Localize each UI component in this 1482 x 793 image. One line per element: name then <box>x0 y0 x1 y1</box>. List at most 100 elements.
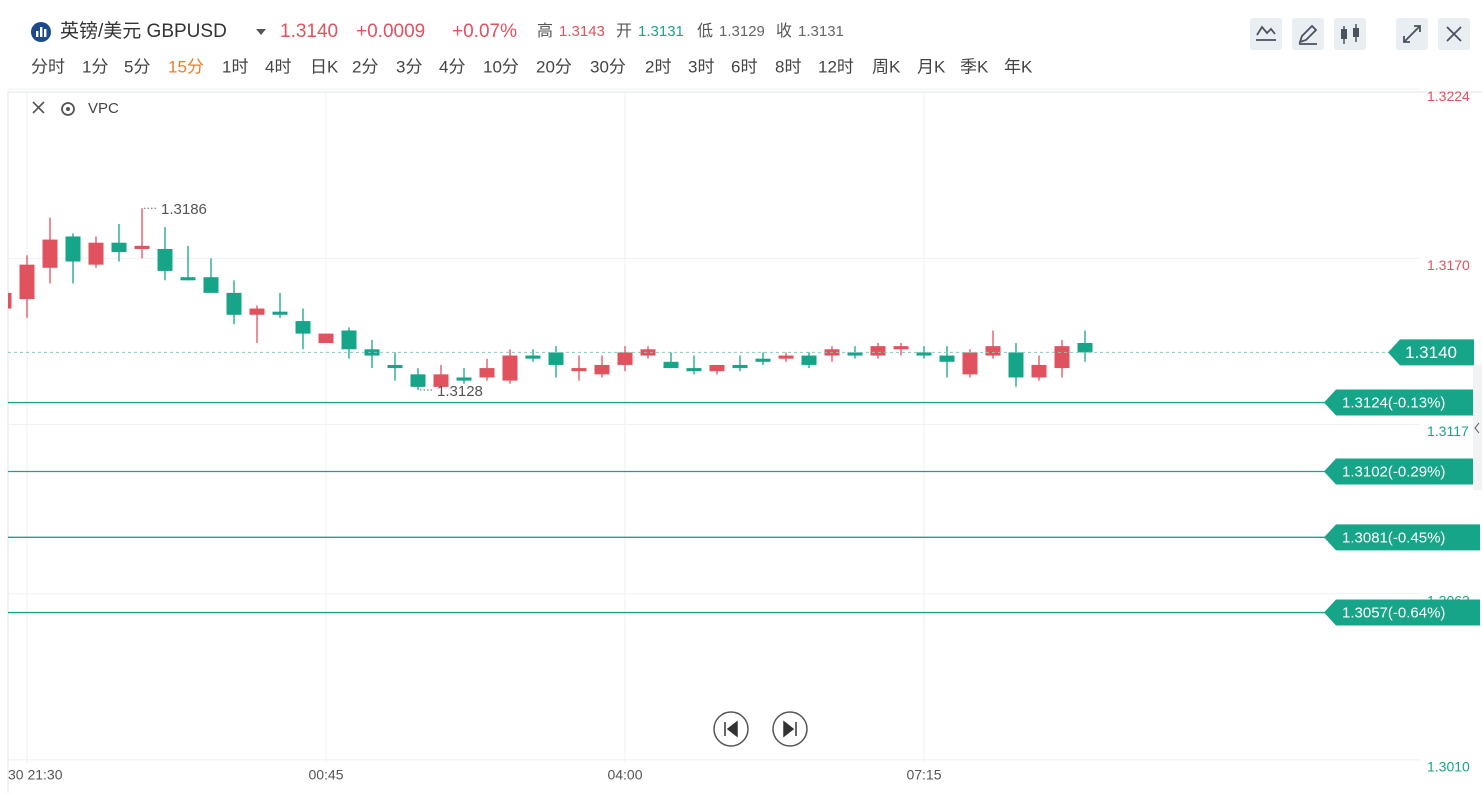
candle-body <box>19 264 35 300</box>
x-tick-label: 30 21:30 <box>8 767 63 783</box>
extreme-label: 1.3128 <box>437 383 483 400</box>
plot-area <box>8 208 1093 391</box>
interval-option[interactable]: 分时 <box>31 57 65 76</box>
candle-body <box>387 364 403 369</box>
candle-body <box>111 242 127 253</box>
candle-body <box>1077 343 1093 353</box>
draw-button[interactable] <box>1292 18 1324 50</box>
fullscreen-button[interactable] <box>1396 18 1428 50</box>
interval-option[interactable]: 周K <box>872 57 901 76</box>
axis-collapse[interactable] <box>1474 422 1480 434</box>
candle-body <box>893 346 909 350</box>
candle-body <box>985 346 1001 356</box>
candle-body <box>962 352 978 375</box>
stat-label: 低 <box>697 22 713 40</box>
candle-body <box>916 352 932 356</box>
interval-option[interactable]: 3时 <box>688 57 714 76</box>
symbol-dropdown[interactable] <box>256 29 266 35</box>
candle-body <box>203 277 219 293</box>
interval-option[interactable]: 季K <box>960 57 989 76</box>
stat-value: 1.3131 <box>798 23 844 40</box>
level-label: 1.3081(-0.45%) <box>1342 529 1445 546</box>
candle-body <box>1008 352 1024 378</box>
candle-body <box>640 349 656 356</box>
stat-value: 1.3131 <box>638 23 684 40</box>
indicator-settings[interactable] <box>61 102 75 116</box>
y-tick-label: 1.3224 <box>1427 88 1470 104</box>
candle-body <box>571 368 587 372</box>
interval-option[interactable]: 日K <box>310 57 339 76</box>
stat-label: 高 <box>537 22 553 40</box>
interval-option[interactable]: 4时 <box>265 57 291 76</box>
indicator-remove[interactable] <box>32 101 45 114</box>
candle-body <box>157 248 173 271</box>
indicator-name: VPC <box>88 100 119 117</box>
interval-option[interactable]: 1分 <box>82 57 108 76</box>
interval-option[interactable]: 年K <box>1004 57 1033 76</box>
x-tick-label: 07:15 <box>906 767 941 783</box>
candle-body <box>502 355 518 381</box>
symbol-logo <box>31 22 51 42</box>
scroll-forward-button[interactable] <box>772 711 808 747</box>
price-change: +0.0009 <box>356 21 425 42</box>
price-change-pct: +0.07% <box>452 21 517 42</box>
interval-option[interactable]: 6时 <box>731 57 757 76</box>
level-tag <box>1324 458 1480 485</box>
candle-body <box>870 346 886 356</box>
interval-option[interactable]: 12时 <box>818 57 854 76</box>
level-tag <box>1324 389 1480 416</box>
candle-body <box>318 333 334 344</box>
candle-body <box>709 364 725 372</box>
axis-handle[interactable] <box>1473 365 1482 490</box>
candle-body <box>42 239 58 268</box>
interval-option[interactable]: 1时 <box>222 57 248 76</box>
candle-body <box>364 349 380 356</box>
candle-body <box>1054 346 1070 369</box>
y-tick-label: 1.3010 <box>1427 759 1470 775</box>
interval-option[interactable]: 月K <box>917 57 946 76</box>
candle-body <box>433 374 449 387</box>
interval-option[interactable]: 20分 <box>536 57 572 76</box>
level-label: 1.3124(-0.13%) <box>1342 395 1445 412</box>
interval-option[interactable]: 5分 <box>124 57 150 76</box>
interval-option[interactable]: 10分 <box>483 57 519 76</box>
candle-body <box>134 245 150 249</box>
interval-option[interactable]: 15分 <box>168 57 204 76</box>
indicator-button[interactable] <box>1250 18 1282 50</box>
candle-body <box>847 352 863 356</box>
candle-body <box>1031 364 1047 378</box>
level-tag <box>1324 524 1480 551</box>
close-button[interactable] <box>1438 18 1470 50</box>
quote-summary: 1.3140 +0.0009 +0.07% 高 1.3143 开 1.3131 低 1.3129… <box>280 21 844 42</box>
candle-body <box>8 292 12 309</box>
candle-body <box>295 321 311 334</box>
chart-type-button[interactable] <box>1334 18 1366 50</box>
interval-option[interactable]: 3分 <box>396 57 422 76</box>
candle-body <box>65 236 81 262</box>
candle-body <box>272 311 288 315</box>
interval-option[interactable]: 8时 <box>775 57 801 76</box>
symbol-title[interactable]: 英镑/美元 GBPUSD <box>60 20 227 42</box>
extreme-label: 1.3186 <box>161 201 207 218</box>
interval-option[interactable]: 4分 <box>439 57 465 76</box>
interval-option[interactable]: 2分 <box>352 57 378 76</box>
candle-body <box>594 364 610 375</box>
toolbar <box>1250 18 1470 50</box>
scroll-back-button[interactable] <box>713 711 749 747</box>
last-price-label: 1.3140 <box>1405 343 1457 362</box>
candle-body <box>456 377 472 381</box>
candle-body <box>663 361 679 369</box>
candle-body <box>755 358 771 362</box>
candle-body <box>801 355 817 365</box>
y-tick-label: 1.3117 <box>1427 423 1469 439</box>
interval-option[interactable]: 30分 <box>590 57 626 76</box>
candle-body <box>226 292 242 315</box>
interval-bar: 分时 1分 5分 15分 1时 4时 日K 2分 3分 4分 10分 20分 30分 2时 3时 6时 8时 12… <box>31 57 1033 76</box>
stat-label: 开 <box>616 23 632 40</box>
x-tick-label: 04:00 <box>607 767 642 783</box>
x-tick-label: 00:45 <box>308 767 343 783</box>
level-label: 1.3057(-0.64%) <box>1342 605 1445 622</box>
interval-option[interactable]: 2时 <box>645 57 671 76</box>
stat-label: 收 <box>776 22 792 40</box>
